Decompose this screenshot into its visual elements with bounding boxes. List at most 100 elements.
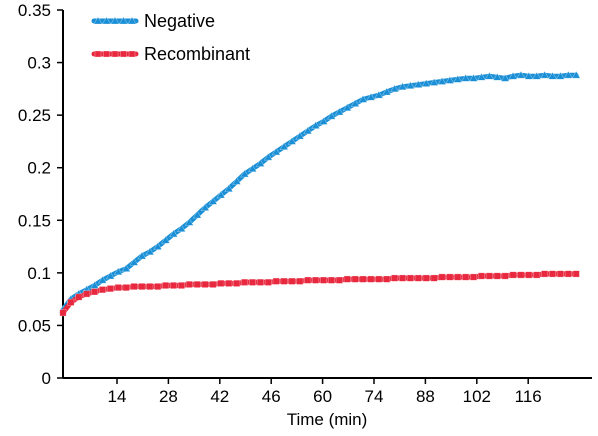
recombinant-data-point (541, 270, 549, 278)
negative-data-point (476, 72, 486, 81)
recombinant-data-point (91, 288, 99, 296)
legend-marker (103, 50, 110, 58)
negative-data-point (374, 90, 384, 99)
recombinant-data-point (572, 270, 580, 278)
recombinant-data-point (564, 270, 572, 278)
legend-item-recombinant: Recombinant (91, 44, 250, 64)
recombinant-data-point (438, 273, 446, 281)
legend-marker (120, 50, 127, 58)
legend: Negative Recombinant (91, 11, 250, 64)
negative-data-point (105, 271, 115, 280)
recombinant-data-point (59, 309, 67, 317)
negative-data-point (311, 121, 321, 129)
legend-marker (118, 16, 129, 25)
negative-data-point (169, 229, 179, 238)
recombinant-data-point (470, 273, 478, 281)
recombinant-data-point (248, 278, 256, 286)
series-group (58, 70, 581, 317)
y-tick-label: 0.1 (27, 264, 51, 283)
legend-marker (111, 50, 119, 58)
negative-data-point (445, 75, 455, 84)
negative-data-point (469, 73, 479, 82)
negative-data-point (90, 280, 100, 289)
negative-data-point (397, 82, 408, 91)
recombinant-data-point (406, 274, 414, 282)
recombinant-data-point (114, 284, 122, 292)
recombinant-data-point (509, 271, 517, 279)
negative-data-point (192, 210, 202, 219)
negative-data-point (571, 70, 581, 79)
recombinant-data-point (556, 270, 564, 278)
recombinant-data-point (154, 283, 162, 291)
x-tick-label: 42 (210, 387, 229, 406)
negative-data-point (524, 71, 534, 80)
recombinant-data-point (446, 273, 454, 281)
recombinant-data-point (106, 285, 114, 293)
negative-data-point (303, 126, 313, 135)
negative-data-point (176, 224, 186, 232)
negative-data-point (224, 184, 234, 193)
chart-axes (62, 10, 592, 379)
recombinant-data-point (83, 290, 91, 298)
recombinant-data-point (493, 272, 501, 280)
x-tick-label: 102 (463, 387, 491, 406)
recombinant-data-point (391, 274, 399, 282)
negative-data-point (232, 176, 242, 185)
legend-label-negative: Negative (144, 11, 215, 31)
negative-data-point (492, 72, 502, 81)
negative-data-point (508, 71, 518, 80)
negative-data-point (413, 80, 423, 88)
negative-data-point (319, 116, 329, 125)
negative-data-point (113, 267, 123, 276)
recombinant-data-point (462, 273, 470, 281)
negative-data-point (137, 251, 147, 260)
recombinant-data-point (533, 271, 541, 279)
x-tick-label: 60 (313, 387, 332, 406)
negative-data-point (247, 164, 258, 173)
recombinant-data-point (209, 280, 217, 288)
legend-marker (128, 50, 136, 58)
negative-data-point (271, 147, 281, 156)
recombinant-data-point (225, 279, 233, 287)
negative-data-point (121, 264, 131, 272)
x-tick-label: 28 (159, 387, 178, 406)
negative-data-point (263, 152, 273, 161)
recombinant-data-point (241, 278, 249, 286)
recombinant-data-point (304, 276, 312, 284)
legend-marker (110, 16, 120, 25)
recombinant-data-point (288, 277, 296, 285)
recombinant-data-point (359, 275, 367, 283)
negative-data-point (437, 76, 447, 85)
negative-data-point (287, 136, 297, 145)
negative-data-point (97, 275, 107, 284)
legend-marker (94, 50, 102, 58)
x-tick-label: 14 (108, 387, 127, 406)
recombinant-data-point (454, 273, 462, 281)
x-axis-ticks: 14 28 42 46 60 74 88 102 116 (108, 378, 542, 406)
recombinant-data-point (138, 283, 146, 291)
x-tick-label: 46 (262, 387, 281, 406)
recombinant-data-point (501, 272, 509, 280)
recombinant-data-point (375, 275, 383, 283)
legend-marker (93, 16, 103, 25)
recombinant-data-point (320, 276, 328, 284)
recombinant-data-point (146, 283, 154, 291)
negative-data-point (453, 74, 463, 83)
recombinant-data-point (75, 293, 83, 301)
recombinant-series-line (60, 271, 579, 316)
negative-data-point (516, 70, 526, 79)
recombinant-data-point (122, 284, 130, 292)
negative-data-point (200, 203, 210, 211)
recombinant-data-point (264, 278, 272, 286)
recombinant-data-point (485, 272, 493, 280)
negative-data-point (255, 158, 265, 167)
recombinant-data-point (98, 286, 106, 294)
recombinant-data-point (67, 298, 75, 306)
negative-data-point (366, 92, 376, 101)
negative-data-point (184, 217, 194, 226)
negative-data-point (334, 107, 344, 116)
negative-data-point (216, 190, 226, 199)
legend-item-negative: Negative (91, 11, 215, 31)
recombinant-data-point (327, 276, 335, 284)
